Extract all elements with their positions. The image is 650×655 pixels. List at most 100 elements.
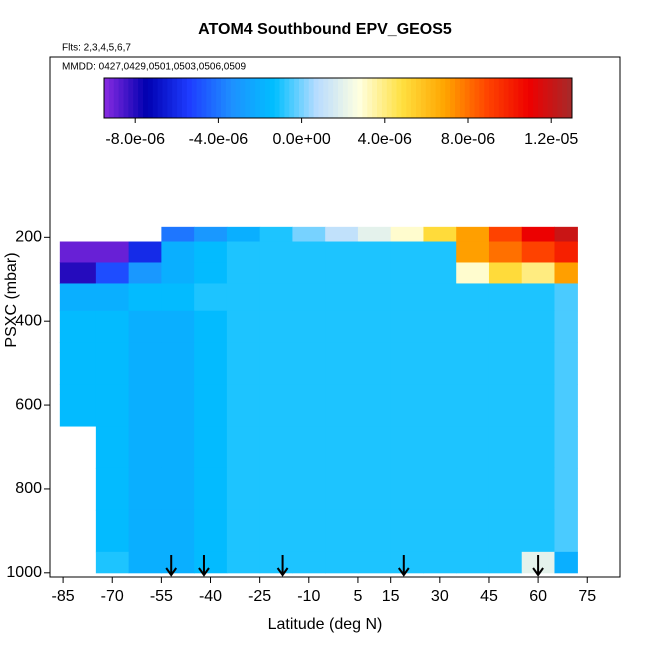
heatmap-cell <box>95 467 130 511</box>
heatmap-cell <box>161 342 195 385</box>
heatmap-cell <box>488 241 523 263</box>
heatmap-cell <box>259 226 293 243</box>
colorbar-swatch <box>123 78 129 118</box>
colorbar-swatch <box>206 78 212 118</box>
heatmap-cell <box>226 310 261 343</box>
heatmap-cell <box>128 467 162 511</box>
colorbar-swatch <box>162 78 168 118</box>
heatmap-cell <box>456 310 490 343</box>
heatmap-cell <box>128 384 162 427</box>
colorbar-swatch <box>196 78 202 118</box>
heatmap-cell <box>259 384 293 427</box>
arrow <box>165 555 178 577</box>
heatmap-cell <box>161 262 195 284</box>
colorbar-swatch <box>557 78 563 118</box>
colorbar-swatch <box>464 78 471 118</box>
heatmap-cell <box>226 467 261 511</box>
heatmap-cell <box>128 241 162 263</box>
heatmap-cell <box>488 426 523 469</box>
colorbar-swatch <box>225 78 232 118</box>
heatmap-cell <box>226 241 261 263</box>
colorbar-swatch <box>303 78 310 118</box>
heatmap-cell <box>161 310 195 343</box>
colorbar-swatch <box>260 78 266 118</box>
heatmap-cell <box>325 262 359 284</box>
heatmap-cell <box>325 241 359 263</box>
heatmap-cell <box>59 310 97 343</box>
heatmap-cell <box>194 262 228 284</box>
colorbar-swatch <box>323 78 329 118</box>
colorbar-swatch <box>294 78 300 118</box>
heatmap-cell <box>259 467 293 511</box>
colorbar-swatch <box>157 78 163 118</box>
heatmap-cell <box>226 262 261 284</box>
heatmap-cell <box>95 342 130 385</box>
colorbar-swatch <box>372 78 378 118</box>
heatmap-cell <box>456 342 490 385</box>
heatmap-cell <box>226 342 261 385</box>
heatmap-cell <box>554 262 578 284</box>
colorbar-swatch <box>503 78 510 118</box>
heatmap-cell <box>59 384 97 427</box>
heatmap-cell <box>259 241 293 263</box>
heatmap-cell <box>488 226 523 243</box>
colorbar-swatch <box>367 78 373 118</box>
annotation: MMDD: 0427,0429,0501,0503,0506,0509 <box>62 62 246 73</box>
x-tick-label: 5 <box>353 588 362 605</box>
heatmap-cell <box>423 241 457 263</box>
arrow <box>198 555 210 577</box>
heatmap-cell <box>259 342 293 385</box>
colorbar-swatch <box>411 78 417 118</box>
colorbar-swatch <box>338 78 344 118</box>
heatmap-cell <box>488 509 523 553</box>
colorbar-swatch <box>172 78 178 118</box>
heatmap-cell <box>325 509 359 553</box>
colorbar-swatch <box>474 78 480 118</box>
colorbar-swatch <box>455 78 461 118</box>
heatmap-cell <box>226 226 261 243</box>
heatmap-cell <box>357 342 392 385</box>
colorbar-swatch <box>469 78 475 118</box>
colorbar-swatch <box>118 78 124 118</box>
heatmap-cell <box>357 509 392 553</box>
heatmap-cell <box>521 384 555 427</box>
heatmap-cell <box>456 509 490 553</box>
heatmap-cell <box>488 467 523 511</box>
heatmap-cell <box>423 262 457 284</box>
heatmap-cell <box>292 262 326 284</box>
heatmap-cell <box>325 426 359 469</box>
heatmap-cell <box>226 426 261 469</box>
colorbar-swatch <box>567 78 573 118</box>
colorbar-tick-label: 4.0e-06 <box>358 131 412 148</box>
heatmap-cell <box>456 226 490 243</box>
heatmap-cell <box>226 384 261 427</box>
heatmap-cell <box>59 283 97 312</box>
colorbar-swatch <box>347 78 354 118</box>
heatmap-cell <box>59 342 97 385</box>
heatmap-cell <box>554 467 578 511</box>
colorbar-swatch <box>494 78 500 118</box>
colorbar-swatch <box>518 78 524 118</box>
colorbar-swatch <box>104 78 110 118</box>
heatmap-cell <box>194 241 228 263</box>
colorbar-swatch <box>255 78 261 118</box>
colorbar-tick-label: -8.0e-06 <box>105 131 165 148</box>
colorbar-swatch <box>440 78 446 118</box>
heatmap-cell <box>325 226 359 243</box>
heatmap-cell <box>357 310 392 343</box>
heatmap-cell <box>521 283 555 312</box>
colorbar-swatch <box>152 78 159 118</box>
heatmap-cell <box>521 262 555 284</box>
heatmap-cell <box>259 509 293 553</box>
colorbar-swatch <box>108 78 115 118</box>
colorbar-swatch <box>416 78 422 118</box>
heatmap-cell <box>423 509 457 553</box>
colorbar-swatch <box>479 78 485 118</box>
colorbar-swatch <box>552 78 558 118</box>
colorbar-tick-label: -4.0e-06 <box>189 131 249 148</box>
heatmap-cell <box>128 509 162 553</box>
colorbar-swatch <box>308 78 315 118</box>
heatmap-cell <box>390 509 424 553</box>
colorbar-swatch <box>318 78 324 118</box>
colorbar-swatch <box>191 78 198 118</box>
